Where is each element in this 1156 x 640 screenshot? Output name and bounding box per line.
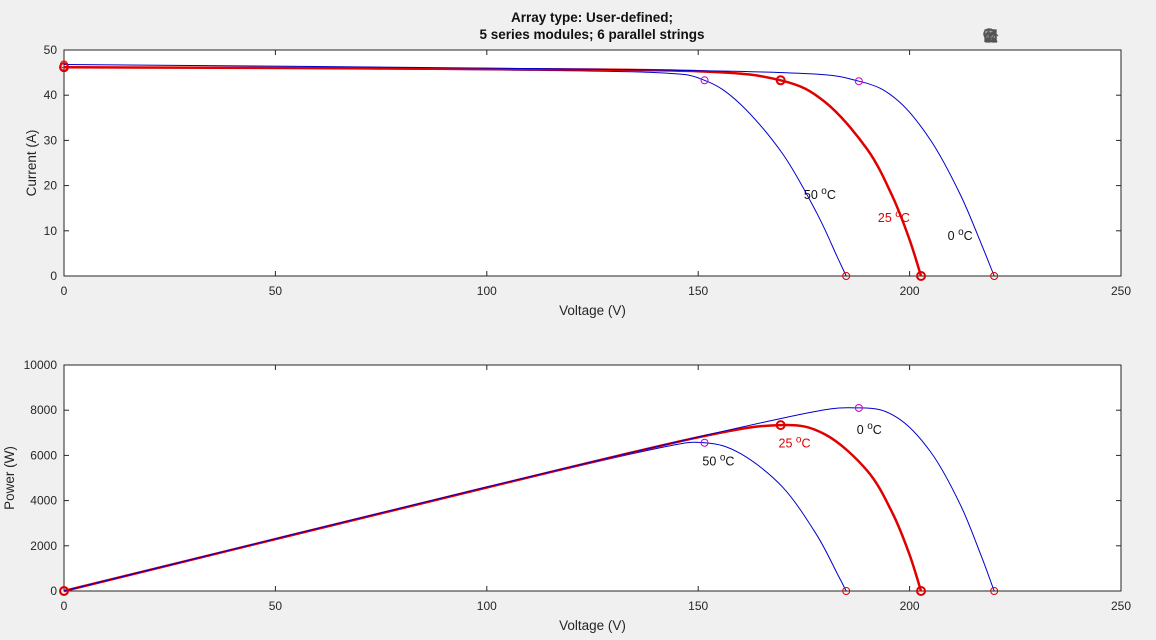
series-annotation: 50 oC xyxy=(804,186,836,202)
x-tick-label: 150 xyxy=(688,599,708,613)
x-tick-label: 250 xyxy=(1111,284,1131,298)
series-annotation: 0 oC xyxy=(857,421,882,437)
point-marker xyxy=(59,62,69,73)
series-annotation: 25 oC xyxy=(779,434,811,450)
series-annotation: 25 oC xyxy=(878,209,910,225)
point-marker xyxy=(990,587,999,595)
y-tick-label: 50 xyxy=(44,43,58,57)
point-marker xyxy=(990,272,999,280)
x-axis-label: Voltage (V) xyxy=(559,303,626,318)
point-marker xyxy=(854,77,863,86)
title-line-2: 5 series modules; 6 parallel strings xyxy=(479,27,704,42)
y-tick-label: 8000 xyxy=(30,403,57,417)
zoom-in-icon[interactable] xyxy=(983,28,1081,48)
x-tick-label: 100 xyxy=(477,599,497,613)
series-line-2 xyxy=(63,65,923,277)
axes-1: 0 50 100 150 200 250 0 10 20 30 40 50 Voltage (V) Cur… xyxy=(24,43,1131,318)
x-tick-label: 50 xyxy=(269,284,283,298)
title-line-1: Array type: User-defined; xyxy=(511,10,673,25)
y-tick-label: 6000 xyxy=(30,448,57,462)
point-marker xyxy=(775,420,786,431)
plot-area xyxy=(63,364,1122,592)
y-tick-label: 0 xyxy=(50,584,57,598)
point-marker xyxy=(842,272,851,280)
point-marker xyxy=(60,587,68,595)
y-tick-label: 40 xyxy=(44,88,58,102)
point-marker xyxy=(700,76,709,85)
point-marker xyxy=(842,587,851,595)
point-marker xyxy=(854,403,863,412)
x-tick-label: 50 xyxy=(269,599,283,613)
pan-hand-icon[interactable] xyxy=(983,28,1061,48)
y-axis-label: Power (W) xyxy=(2,446,17,510)
plot-area xyxy=(63,49,1122,277)
y-axis-label: Current (A) xyxy=(24,130,39,197)
zoom-out-icon[interactable] xyxy=(983,28,1101,48)
y-tick-label: 2000 xyxy=(30,539,57,553)
point-marker xyxy=(700,438,709,447)
x-axis-label: Voltage (V) xyxy=(559,618,626,633)
x-tick-label: 250 xyxy=(1111,599,1131,613)
series-annotation: 50 oC xyxy=(702,453,734,469)
axes-2: 0 50 100 150 200 250 0 2000 4000 6000 8000 10000 Vol… xyxy=(2,358,1131,633)
point-marker xyxy=(60,60,68,69)
y-tick-label: 0 xyxy=(50,269,57,283)
x-tick-label: 150 xyxy=(688,284,708,298)
y-tick-label: 10 xyxy=(44,224,58,238)
datatip-icon[interactable] xyxy=(984,28,1041,48)
point-marker xyxy=(916,271,927,281)
x-tick-label: 200 xyxy=(900,599,920,613)
x-tick-label: 0 xyxy=(61,599,68,613)
point-marker xyxy=(775,75,786,86)
y-tick-label: 4000 xyxy=(30,494,57,508)
series-line-3 xyxy=(63,64,995,277)
point-marker xyxy=(916,586,927,596)
series-annotation: 0 oC xyxy=(948,227,973,243)
y-tick-label: 10000 xyxy=(24,358,58,372)
home-icon[interactable] xyxy=(983,28,1121,48)
y-tick-label: 20 xyxy=(44,179,58,193)
series-line-3 xyxy=(63,407,995,592)
y-tick-label: 30 xyxy=(44,133,58,147)
x-tick-label: 100 xyxy=(477,284,497,298)
axes-toolbar xyxy=(982,27,1121,49)
x-tick-label: 200 xyxy=(900,284,920,298)
brush-icon[interactable] xyxy=(984,28,1021,48)
x-tick-label: 0 xyxy=(61,284,68,298)
